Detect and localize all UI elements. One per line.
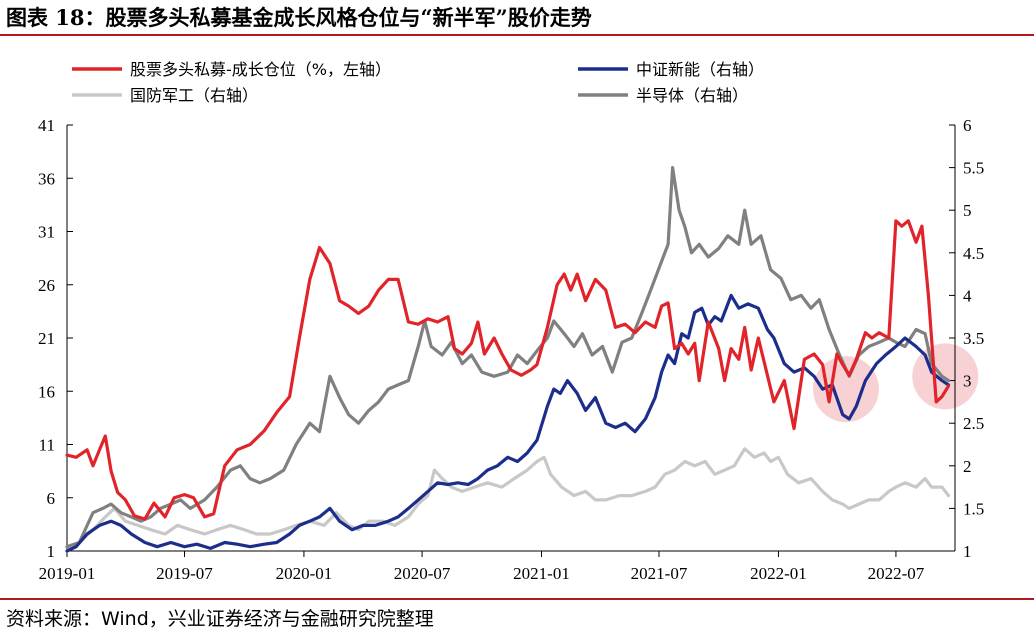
figure-title: 图表 18：股票多头私募基金成长风格仓位与“新半军”股价走势 [6, 5, 592, 30]
series-lines [65, 166, 951, 553]
x-tick-label: 2021-01 [513, 564, 570, 583]
line-chart: 161116212631364111.522.533.544.555.56201… [38, 60, 984, 583]
left-tick-label: 6 [47, 489, 56, 508]
right-tick-label: 4.5 [963, 244, 984, 263]
x-tick-label: 2020-07 [394, 564, 451, 583]
left-tick-label: 26 [38, 276, 55, 295]
series-line-1 [65, 219, 951, 521]
left-tick-label: 16 [38, 382, 55, 401]
series-line-3 [65, 447, 951, 553]
series-line-2 [65, 293, 951, 553]
x-tick-label: 2020-01 [276, 564, 333, 583]
right-tick-label: 3.5 [963, 329, 984, 348]
right-tick-label: 5.5 [963, 159, 984, 178]
left-tick-label: 11 [39, 436, 55, 455]
legend-label-4: 半导体（右轴） [636, 86, 748, 105]
legend-label-3: 国防军工（右轴） [130, 86, 258, 105]
source-rule [0, 598, 1034, 600]
highlight-circles [812, 343, 979, 423]
x-tick-label: 2022-01 [750, 564, 807, 583]
left-tick-label: 41 [38, 116, 55, 135]
right-tick-label: 5 [963, 201, 972, 220]
left-tick-label: 31 [38, 223, 55, 242]
right-tick-label: 2.5 [963, 414, 984, 433]
left-tick-label: 36 [38, 169, 55, 188]
legend: 股票多头私募-成长仓位（%，左轴） 中证新能（右轴） 国防军工（右轴） 半导体（右轴） [72, 60, 764, 105]
highlight-circle-2 [912, 343, 979, 410]
x-tick-label: 2022-07 [868, 564, 925, 583]
right-tick-label: 6 [963, 116, 972, 135]
x-tick-label: 2019-07 [156, 564, 213, 583]
left-tick-label: 1 [47, 542, 56, 561]
legend-label-1: 股票多头私募-成长仓位（%，左轴） [130, 60, 391, 79]
x-tick-label: 2019-01 [39, 564, 96, 583]
highlight-circle-1 [812, 356, 879, 423]
x-tick-label: 2021-07 [631, 564, 688, 583]
left-tick-label: 21 [38, 329, 55, 348]
right-tick-label: 1.5 [963, 499, 984, 518]
right-tick-label: 3 [963, 372, 972, 391]
legend-label-2: 中证新能（右轴） [636, 60, 764, 79]
title-rule [0, 34, 1034, 36]
axes: 161116212631364111.522.533.544.555.56201… [38, 116, 984, 583]
right-tick-label: 4 [963, 286, 972, 305]
right-tick-label: 2 [963, 457, 972, 476]
right-tick-label: 1 [963, 542, 972, 561]
figure-source: 资料来源：Wind，兴业证券经济与金融研究院整理 [6, 608, 434, 630]
